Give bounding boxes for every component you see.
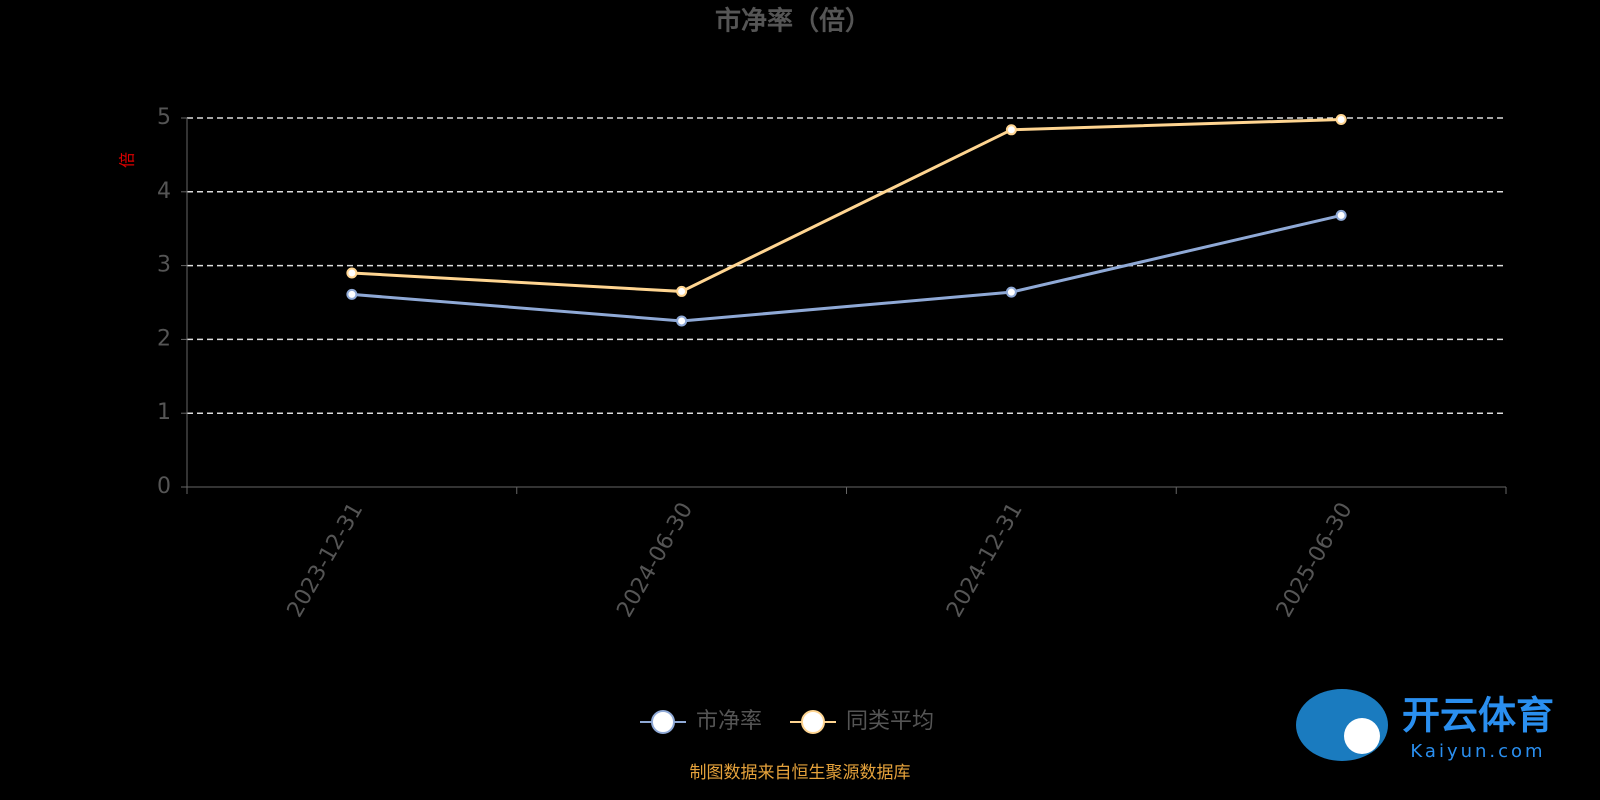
- legend-marker: [651, 710, 675, 734]
- y-axis-label: 倍: [118, 152, 137, 168]
- data-point: [1005, 286, 1017, 298]
- y-tick-label: 2: [157, 326, 171, 351]
- data-point: [676, 315, 688, 327]
- series-line: [351, 213, 1342, 323]
- watermark: 开云体育 Kaiyun.com: [1296, 689, 1554, 762]
- y-tick-label: 1: [157, 400, 171, 425]
- data-point: [1335, 209, 1347, 221]
- x-tick-label: 2024-06-30: [612, 499, 698, 622]
- legend-item[interactable]: 市净率: [640, 709, 762, 734]
- data-point: [346, 267, 358, 279]
- data-point: [1005, 124, 1017, 136]
- legend-label: 同类平均: [846, 709, 934, 734]
- y-tick-label: 5: [157, 105, 171, 130]
- watermark-brand: 开云体育: [1402, 694, 1554, 738]
- data-point: [346, 288, 358, 300]
- series-line: [351, 117, 1342, 293]
- x-tick-label: 2025-06-30: [1272, 499, 1358, 622]
- data-point: [676, 285, 688, 297]
- watermark-site: Kaiyun.com: [1410, 741, 1545, 762]
- data-point: [1335, 113, 1347, 125]
- x-tick-label: 2023-12-31: [283, 499, 369, 622]
- y-tick-label: 0: [157, 474, 171, 499]
- logo-ball: [1344, 718, 1380, 754]
- source-note: 制图数据来自恒生聚源数据库: [690, 763, 911, 783]
- y-tick-label: 4: [157, 179, 171, 204]
- legend-marker: [801, 710, 825, 734]
- chart-title: 市净率（倍）: [715, 6, 871, 37]
- y-tick-label: 3: [157, 253, 171, 278]
- legend-item[interactable]: 同类平均: [790, 709, 934, 734]
- legend-label: 市净率: [696, 709, 762, 734]
- x-tick-label: 2024-12-31: [942, 499, 1028, 622]
